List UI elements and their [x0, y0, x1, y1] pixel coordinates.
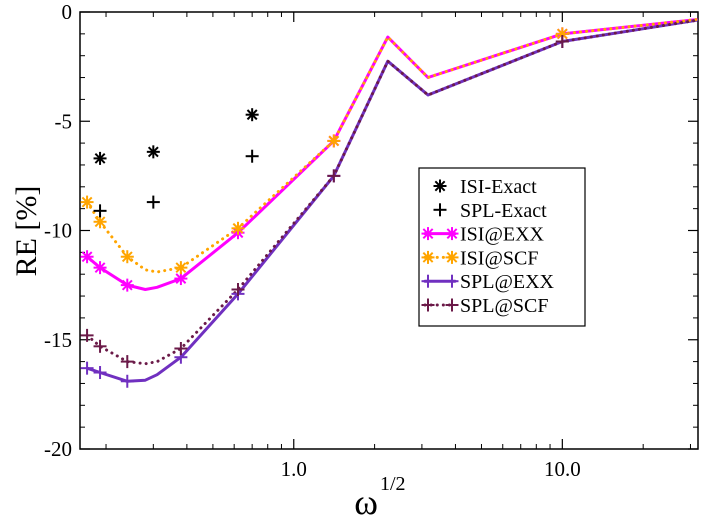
- legend-entry: ISI@EXX: [421, 224, 545, 246]
- legend-marker-right: [445, 298, 459, 312]
- marker-spl-scf: [231, 282, 245, 296]
- legend-marker-right: [445, 250, 459, 264]
- marker-isi-exx: [80, 250, 94, 264]
- marker-spl-scf: [120, 355, 134, 369]
- legend-entry: ISI@SCF: [421, 247, 538, 269]
- marker-spl-exx: [80, 361, 94, 375]
- marker-isi-exact: [146, 145, 160, 159]
- x-tick-label: 1.0: [281, 457, 307, 481]
- legend-entry: SPL@SCF: [421, 295, 548, 317]
- y-tick-label: -20: [44, 437, 72, 461]
- legend-marker-right: [445, 227, 459, 241]
- x-tick-label: 10.0: [544, 457, 581, 481]
- legend-marker: [433, 203, 447, 217]
- marker-isi-exx: [120, 278, 134, 292]
- marker-spl-scf: [93, 339, 107, 353]
- legend-label: ISI@EXX: [460, 224, 545, 246]
- legend-marker-left: [421, 250, 435, 264]
- marker-isi-exx: [174, 272, 188, 286]
- marker-spl-exx: [93, 366, 107, 380]
- marker-spl-scf: [80, 328, 94, 342]
- marker-spl-scf: [555, 34, 569, 48]
- marker-spl-exx: [120, 374, 134, 388]
- legend-entry: SPL-Exact: [433, 200, 547, 222]
- marker-isi-scf: [93, 215, 107, 229]
- legend-entry: SPL@EXX: [421, 271, 555, 293]
- series-line-isi-exx: [85, 18, 698, 291]
- tick-labels: 0 -5 -10 -15 -20 1.0 10.0: [44, 0, 581, 481]
- marker-isi-exact: [93, 151, 107, 165]
- y-tick-label: -5: [55, 109, 73, 133]
- legend-label: ISI@SCF: [460, 247, 538, 269]
- marker-isi-scf: [120, 250, 134, 264]
- x-axis-title-superscript: 1/2: [380, 473, 406, 495]
- series-lines: [85, 18, 698, 383]
- legend-marker: [433, 179, 447, 193]
- legend-marker-right: [445, 274, 459, 288]
- legend-marker-left: [421, 274, 435, 288]
- legend-marker-left: [421, 227, 435, 241]
- legend-label: SPL@EXX: [460, 271, 555, 293]
- legend-label: SPL@SCF: [460, 295, 548, 317]
- legend: ISI-ExactSPL-ExactISI@EXXISI@SCFSPL@EXXS…: [418, 167, 586, 327]
- marker-isi-exx: [93, 261, 107, 275]
- legend-label: SPL-Exact: [460, 200, 547, 222]
- legend-marker-left: [421, 298, 435, 312]
- marker-isi-scf: [555, 27, 569, 41]
- y-tick-label: -15: [44, 328, 72, 352]
- series-line-spl-scf: [85, 18, 698, 366]
- marker-isi-scf: [80, 195, 94, 209]
- legend-entry: ISI-Exact: [433, 176, 537, 198]
- marker-spl-scf: [174, 341, 188, 355]
- series-markers: [80, 27, 569, 388]
- series-line-spl-exx: [85, 18, 698, 383]
- marker-spl-exact: [93, 204, 107, 218]
- legend-label: ISI-Exact: [460, 176, 537, 198]
- axis-ticks: [80, 11, 698, 450]
- x-axis-title: ω: [354, 482, 378, 521]
- y-tick-label: -10: [44, 219, 72, 243]
- marker-isi-scf: [327, 134, 341, 148]
- y-axis-title: RE [%]: [10, 186, 43, 277]
- marker-spl-exact: [245, 149, 259, 163]
- marker-spl-exact: [146, 195, 160, 209]
- legend-box: [418, 167, 586, 327]
- marker-spl-scf: [327, 169, 341, 183]
- series-line-isi-scf: [85, 18, 698, 274]
- marker-isi-scf: [231, 221, 245, 235]
- marker-isi-scf: [174, 261, 188, 275]
- y-tick-label: 0: [62, 0, 73, 24]
- marker-isi-exact: [245, 108, 259, 122]
- plot-frame: [79, 11, 699, 450]
